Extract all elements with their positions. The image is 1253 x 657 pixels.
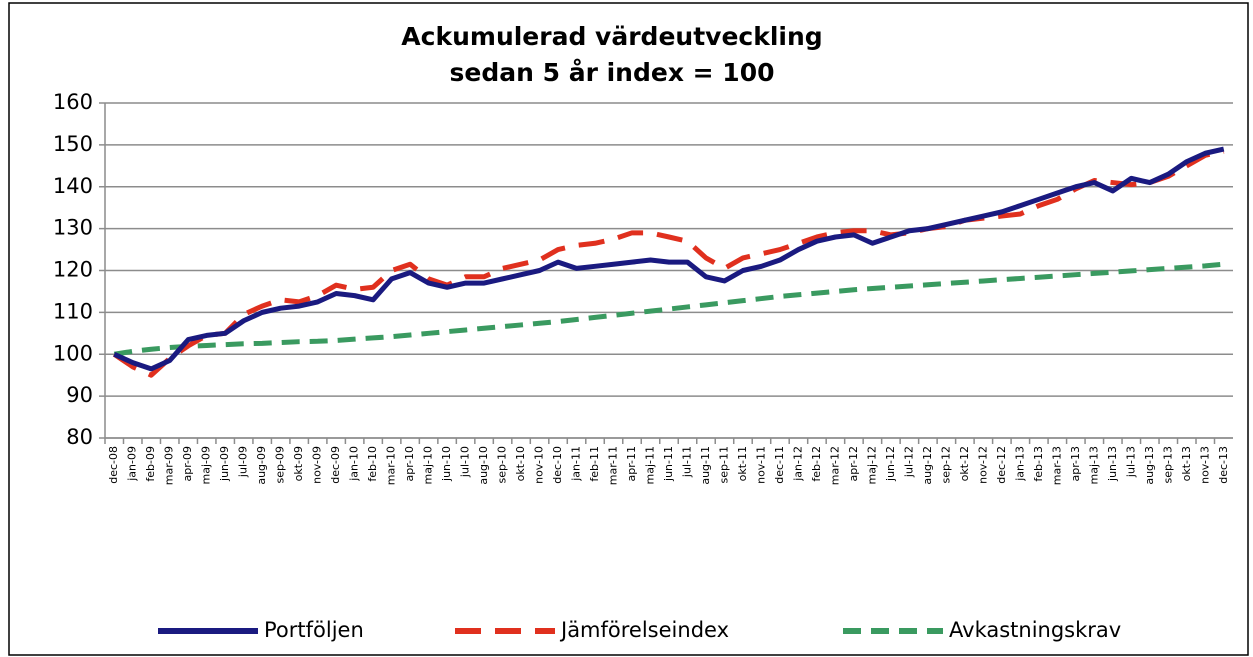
x-tick-label: okt-13 <box>1180 446 1193 481</box>
x-tick-label: sep-12 <box>939 446 952 483</box>
y-tick-label: 160 <box>53 90 93 114</box>
x-tick-label: apr-11 <box>625 446 638 482</box>
legend-label: Portföljen <box>264 618 364 642</box>
x-tick-label: jul-09 <box>237 446 250 478</box>
series-line <box>112 148 1225 378</box>
x-tick-label: jan-13 <box>1013 446 1026 482</box>
series-line <box>113 261 1224 357</box>
x-tick-label: dec-12 <box>995 446 1008 484</box>
x-tick-label: maj-09 <box>200 446 213 484</box>
x-tick-label: jan-12 <box>791 446 804 482</box>
x-tick-label: apr-10 <box>403 446 416 482</box>
x-tick-label: mar-13 <box>1050 446 1063 485</box>
x-tick-label: nov-11 <box>754 446 767 484</box>
x-tick-label: aug-13 <box>1143 446 1156 485</box>
x-tick-label: jul-13 <box>1124 446 1137 478</box>
x-tick-label: jan-09 <box>126 446 139 482</box>
x-tick-label: jan-11 <box>570 446 583 482</box>
x-tick-label: sep-10 <box>496 446 509 483</box>
y-tick-label: 130 <box>53 216 93 240</box>
legend-label: Jämförelseindex <box>559 618 729 642</box>
x-tick-label: jun-11 <box>662 446 675 482</box>
x-tick-label: maj-11 <box>644 446 657 484</box>
x-tick-label: jun-09 <box>218 446 231 482</box>
x-tick-label: sep-09 <box>274 446 287 483</box>
x-tick-label: aug-11 <box>699 446 712 485</box>
x-tick-label: nov-10 <box>533 446 546 484</box>
x-tick-label: jan-10 <box>348 446 361 482</box>
x-tick-label: apr-13 <box>1069 446 1082 482</box>
x-tick-label: apr-09 <box>181 446 194 482</box>
x-tick-label: okt-10 <box>514 446 527 481</box>
x-tick-label: dec-08 <box>107 446 120 484</box>
x-tick-label: nov-13 <box>1198 446 1211 484</box>
chart-title: Ackumulerad värdeutveckling <box>401 22 822 51</box>
x-tick-label: dec-13 <box>1217 446 1230 484</box>
y-tick-label: 150 <box>53 132 93 156</box>
x-tick-label: jun-13 <box>1106 446 1119 482</box>
x-tick-label: feb-12 <box>810 446 823 482</box>
y-tick-label: 110 <box>53 299 93 323</box>
series-line <box>113 146 1225 372</box>
x-tick-label: jun-10 <box>440 446 453 482</box>
legend-label: Avkastningskrav <box>949 618 1121 642</box>
x-tick-label: mar-12 <box>828 446 841 485</box>
x-tick-label: okt-11 <box>736 446 749 481</box>
x-tick-label: apr-12 <box>847 446 860 482</box>
x-tick-label: aug-09 <box>255 446 268 485</box>
x-tick-label: maj-10 <box>422 446 435 484</box>
chart-subtitle: sedan 5 år index = 100 <box>450 58 775 87</box>
x-tick-label: maj-13 <box>1087 446 1100 484</box>
x-tick-label: maj-12 <box>865 446 878 484</box>
x-tick-label: sep-13 <box>1161 446 1174 483</box>
x-tick-label: mar-11 <box>607 446 620 485</box>
y-tick-label: 90 <box>66 383 93 407</box>
x-tick-label: dec-09 <box>329 446 342 484</box>
x-tick-label: dec-10 <box>551 446 564 484</box>
x-tick-label: feb-10 <box>366 446 379 482</box>
y-tick-label: 80 <box>66 425 93 449</box>
x-tick-label: jul-11 <box>680 446 693 478</box>
x-tick-label: dec-11 <box>773 446 786 484</box>
x-tick-label: jun-12 <box>884 446 897 482</box>
x-tick-label: jul-10 <box>459 446 472 478</box>
x-tick-label: sep-11 <box>717 446 730 483</box>
frame <box>8 2 1249 656</box>
y-tick-label: 120 <box>53 258 93 282</box>
x-tick-label: okt-09 <box>292 446 305 481</box>
x-tick-label: mar-09 <box>163 446 176 485</box>
x-tick-label: feb-13 <box>1032 446 1045 482</box>
x-tick-label: mar-10 <box>385 446 398 485</box>
x-tick-label: nov-09 <box>311 446 324 484</box>
x-tick-label: aug-12 <box>921 446 934 485</box>
x-tick-label: aug-10 <box>477 446 490 485</box>
y-tick-label: 140 <box>53 174 93 198</box>
x-tick-label: feb-11 <box>588 446 601 482</box>
x-tick-label: feb-09 <box>144 446 157 482</box>
x-tick-label: jul-12 <box>902 446 915 478</box>
x-tick-label: okt-12 <box>958 446 971 481</box>
x-tick-label: nov-12 <box>976 446 989 484</box>
y-tick-label: 100 <box>53 341 93 365</box>
